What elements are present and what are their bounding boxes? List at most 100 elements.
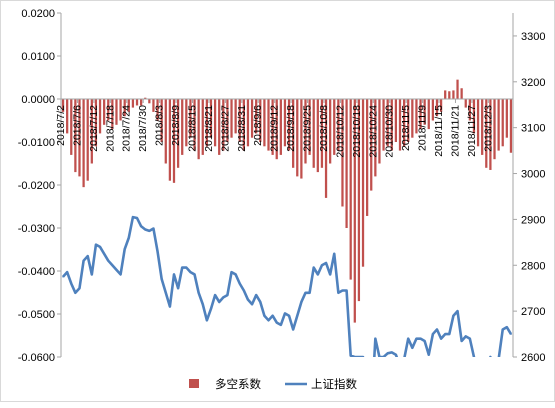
left-tick-label: 0.0100 bbox=[21, 51, 55, 63]
bar bbox=[452, 90, 455, 99]
line-point bbox=[481, 375, 483, 377]
line-point bbox=[337, 291, 340, 294]
line-point bbox=[255, 294, 257, 296]
bar bbox=[74, 99, 77, 173]
line-point bbox=[267, 319, 270, 322]
right-axis: 3300 3200 3100 3000 2900 2800 2700 2600 bbox=[512, 13, 545, 364]
line-point bbox=[411, 347, 414, 349]
bar bbox=[201, 99, 204, 155]
bar bbox=[94, 99, 98, 147]
x-tick-label: 2018/7/18 bbox=[104, 105, 116, 152]
line-point bbox=[395, 353, 397, 356]
right-tick-label: 3000 bbox=[521, 169, 545, 181]
bar bbox=[341, 99, 344, 207]
bar bbox=[456, 79, 459, 99]
bar bbox=[246, 99, 250, 147]
x-tick-label: 2018/12/3 bbox=[482, 105, 494, 152]
line-series bbox=[62, 215, 513, 377]
line-point bbox=[128, 236, 130, 239]
bar bbox=[189, 99, 192, 138]
line-point bbox=[304, 291, 307, 294]
bar bbox=[316, 99, 319, 173]
bar bbox=[386, 99, 389, 147]
x-tick-label: 2018/10/24 bbox=[367, 105, 379, 158]
right-tick-label: 2700 bbox=[521, 306, 545, 318]
line-point bbox=[193, 273, 196, 276]
bar bbox=[115, 99, 118, 125]
bar bbox=[390, 99, 393, 151]
line-point bbox=[345, 289, 348, 292]
x-tick-label: 2018/7/12 bbox=[88, 105, 100, 152]
line-point bbox=[91, 273, 93, 276]
bar bbox=[439, 99, 443, 112]
line-point bbox=[148, 230, 151, 232]
right-tick-label: 3200 bbox=[521, 77, 545, 89]
bar bbox=[361, 99, 365, 267]
line-point bbox=[358, 356, 360, 357]
line-point bbox=[136, 217, 138, 219]
left-tick-label: 0.0200 bbox=[21, 8, 55, 20]
x-tick-label: 2018/7/2 bbox=[55, 105, 67, 146]
line-point bbox=[173, 273, 175, 276]
line-point bbox=[164, 291, 167, 294]
line-point bbox=[284, 312, 286, 315]
x-tick-label: 2018/8/27 bbox=[219, 105, 231, 152]
x-tick-label: 2018/9/6 bbox=[252, 105, 264, 146]
bar bbox=[168, 99, 172, 181]
x-tick-label: 2018/8/9 bbox=[170, 105, 182, 146]
bar bbox=[333, 99, 336, 155]
left-tick-label: -0.0200 bbox=[18, 180, 55, 192]
x-tick-label: 2018/10/8 bbox=[318, 105, 330, 152]
line-point bbox=[399, 365, 401, 367]
x-tick-label: 2018/7/6 bbox=[71, 105, 83, 146]
line-point bbox=[74, 291, 77, 294]
x-tick-label: 2018/11/5 bbox=[400, 105, 412, 151]
line-point bbox=[259, 301, 262, 303]
left-tick-label: -0.0300 bbox=[18, 223, 55, 235]
right-tick-label: 2800 bbox=[521, 260, 545, 272]
x-axis: 2018/7/2 2018/7/6 2018/7/12 2018/7/18 2018/7… bbox=[55, 98, 513, 158]
line-point bbox=[510, 333, 512, 335]
bar bbox=[255, 99, 258, 134]
line-path bbox=[62, 215, 513, 357]
bar bbox=[148, 99, 151, 104]
x-tick-label: 2018/9/25 bbox=[302, 105, 314, 152]
x-tick-label: 2018/9/18 bbox=[285, 105, 297, 152]
line-point bbox=[329, 273, 331, 276]
bar bbox=[431, 99, 434, 121]
x-tick-label: 2018/8/21 bbox=[203, 105, 215, 152]
line-point bbox=[498, 358, 500, 360]
x-tick-label: 2018/10/12 bbox=[334, 105, 346, 158]
line-point bbox=[119, 273, 122, 276]
line-point bbox=[485, 370, 487, 372]
line-point bbox=[234, 273, 237, 276]
bar bbox=[230, 99, 233, 138]
line-point bbox=[415, 337, 418, 340]
line-point bbox=[464, 335, 467, 338]
bar bbox=[127, 99, 130, 112]
line-point bbox=[386, 352, 389, 355]
bar bbox=[250, 99, 254, 138]
right-tick-label: 2900 bbox=[521, 214, 545, 226]
x-tick-label: 2018/7/24 bbox=[121, 105, 133, 152]
bar bbox=[464, 99, 467, 108]
bar bbox=[448, 91, 451, 99]
x-tick-label: 2018/9/12 bbox=[269, 105, 281, 152]
line-point bbox=[452, 314, 455, 317]
x-tick-label: 2018/8/31 bbox=[236, 105, 248, 152]
bar bbox=[287, 99, 291, 151]
line-point bbox=[197, 291, 200, 294]
bar bbox=[304, 99, 307, 164]
bar bbox=[419, 99, 422, 130]
line-point bbox=[456, 310, 459, 312]
bar bbox=[485, 99, 488, 168]
bar bbox=[119, 99, 122, 121]
line-point bbox=[251, 303, 253, 306]
left-tick-label: -0.0500 bbox=[18, 309, 55, 321]
bar bbox=[271, 99, 274, 155]
line-point bbox=[271, 314, 274, 317]
bar bbox=[415, 99, 418, 134]
right-tick-label: 3100 bbox=[521, 123, 545, 135]
bar bbox=[197, 99, 200, 160]
